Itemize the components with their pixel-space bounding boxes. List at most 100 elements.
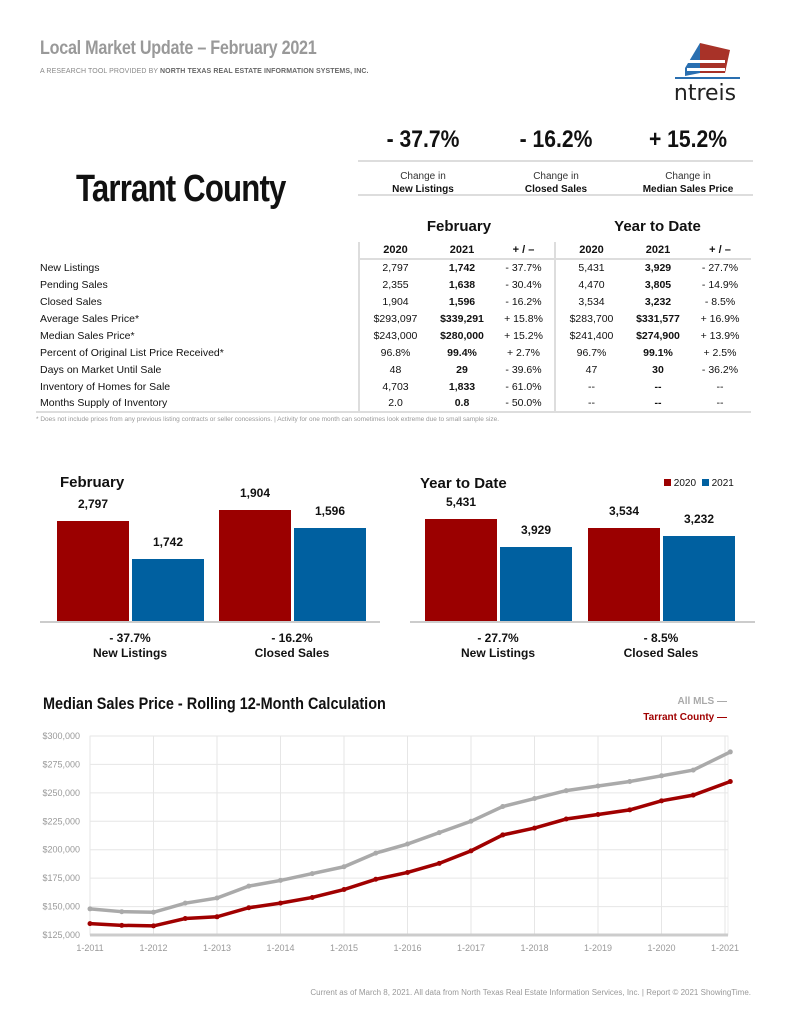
col-2021: 2021 [431,242,493,260]
y-tick-label: $275,000 [42,759,80,769]
table-row: Percent of Original List Price Received*… [36,344,751,361]
data-point [214,895,220,901]
kpi-new-listings: - 37.7% Change in New Listings [386,126,460,195]
kpi-median-price: + 15.2% Change in Median Sales Price [642,126,734,195]
cell-value: 1,596 [448,295,476,308]
data-point [436,860,442,866]
bar-value-label: 2,797 [77,497,109,511]
bar-axis-feb [40,621,380,623]
data-point [278,900,283,906]
y-tick-label: $200,000 [42,845,80,855]
cell-value: + 16.9% [700,312,740,325]
kpi-divider-top [358,160,753,162]
bar-value-label: 3,232 [683,511,715,526]
bar-group-caption: - 27.7% New Listings [460,631,535,660]
col-ytd-change: + / – [689,242,751,260]
data-point [627,778,633,784]
data-point [500,832,506,838]
ntreis-logo: ntreis [655,38,755,108]
cell-value: - 8.5% [704,295,736,308]
cell-value: 5,431 [554,259,627,276]
cell-value: 1,833 [448,380,476,393]
cell-value: 4,703 [358,378,431,395]
cell-value: $241,400 [554,327,627,344]
data-point [373,850,379,856]
y-tick-label: $150,000 [42,902,80,912]
data-point [182,916,188,922]
cell-value: $243,000 [358,327,431,344]
data-point [405,869,410,875]
cell-value: -- [654,380,662,393]
x-tick-label: 1-2015 [330,943,358,953]
data-point [727,749,733,755]
bar-value-label: 3,929 [520,523,552,538]
cell-value: $280,000 [440,329,484,342]
cell-value: 3,805 [644,278,672,291]
x-tick-label: 1-2021 [711,943,739,953]
bar-2020 [425,519,497,621]
cell-value: $293,097 [358,310,431,327]
table-row: New Listings 2,797 1,742 - 37.7% 5,431 3,929 -… [36,259,751,276]
cell-value: + 2.5% [703,346,737,359]
bar-value-label: 3,534 [608,504,640,518]
data-point [563,816,569,822]
cell-value: + 15.2% [504,329,543,342]
table-group-ytd: Year to Date [614,218,701,235]
col-ytd-2020: 2020 [554,242,627,260]
cell-value: 2,797 [358,259,431,276]
cell-value: 99.1% [643,346,673,359]
data-point [468,848,474,854]
data-point [151,923,156,929]
y-tick-label: $250,000 [42,788,80,798]
table-row: Average Sales Price* $293,097 $339,291 + 15… [36,310,751,327]
cell-value: 99.4% [447,346,477,359]
bar-2020 [588,528,660,621]
cell-value: 3,534 [554,293,627,310]
data-point [563,788,569,794]
table-row: Days on Market Until Sale 48 29 - 39.6% 47 30… [36,361,751,378]
data-point [500,804,506,810]
table-row: Pending Sales 2,355 1,638 - 30.4% 4,470 3,805… [36,276,751,293]
data-point [373,876,379,882]
data-point [309,871,315,877]
data-point [532,796,537,802]
data-point [405,841,410,847]
bar-group-caption: - 16.2% Closed Sales [254,631,330,660]
bar-value-label: 5,431 [445,495,477,509]
cell-value: 0.8 [431,395,493,413]
table-row: Months Supply of Inventory 2.0 0.8- 50.0% -… [36,395,751,413]
data-point [214,914,220,920]
report-title: Local Market Update – February 2021 [40,38,317,59]
cell-value: 96.7% [554,344,627,361]
data-point [246,883,252,889]
row-label: Months Supply of Inventory [36,395,359,413]
row-label: Inventory of Homes for Sale [40,380,171,393]
data-point [246,905,252,911]
data-point [690,792,696,798]
cell-value: - 50.0% [493,395,555,413]
bar-2020 [219,510,291,621]
bar-charts: 2,797 1,742 1,904 1,596 5,431 3,929 3,534 3,232 [40,460,755,621]
cell-value: 4,470 [554,276,627,293]
col-2020: 2020 [358,242,431,260]
bar-group-caption: - 8.5% Closed Sales [623,631,699,660]
bar-2021 [132,558,204,621]
col-change: + / – [493,242,555,260]
bar-2021 [500,547,572,621]
svg-text:ntreis: ntreis [674,81,736,103]
data-point [182,900,188,906]
y-tick-label: $125,000 [42,930,80,940]
cell-value: + 15.8% [504,312,543,325]
row-label: Percent of Original List Price Received* [40,346,224,359]
col-ytd-2021: 2021 [627,242,689,260]
legend-all-mls: All MLS — [677,696,727,707]
table-header-row: 2020 2021 + / – 2020 2021 + / – [36,242,751,260]
bar-2021 [294,527,366,621]
bar-legend: 2020 2021 [664,478,734,489]
data-point [595,811,601,817]
legend-2020: 2020 [673,478,697,489]
x-tick-label: 1-2016 [393,943,421,953]
bar-value-label: 1,596 [314,503,346,518]
cell-value: - 39.6% [505,363,542,376]
cell-value: 47 [554,361,627,378]
